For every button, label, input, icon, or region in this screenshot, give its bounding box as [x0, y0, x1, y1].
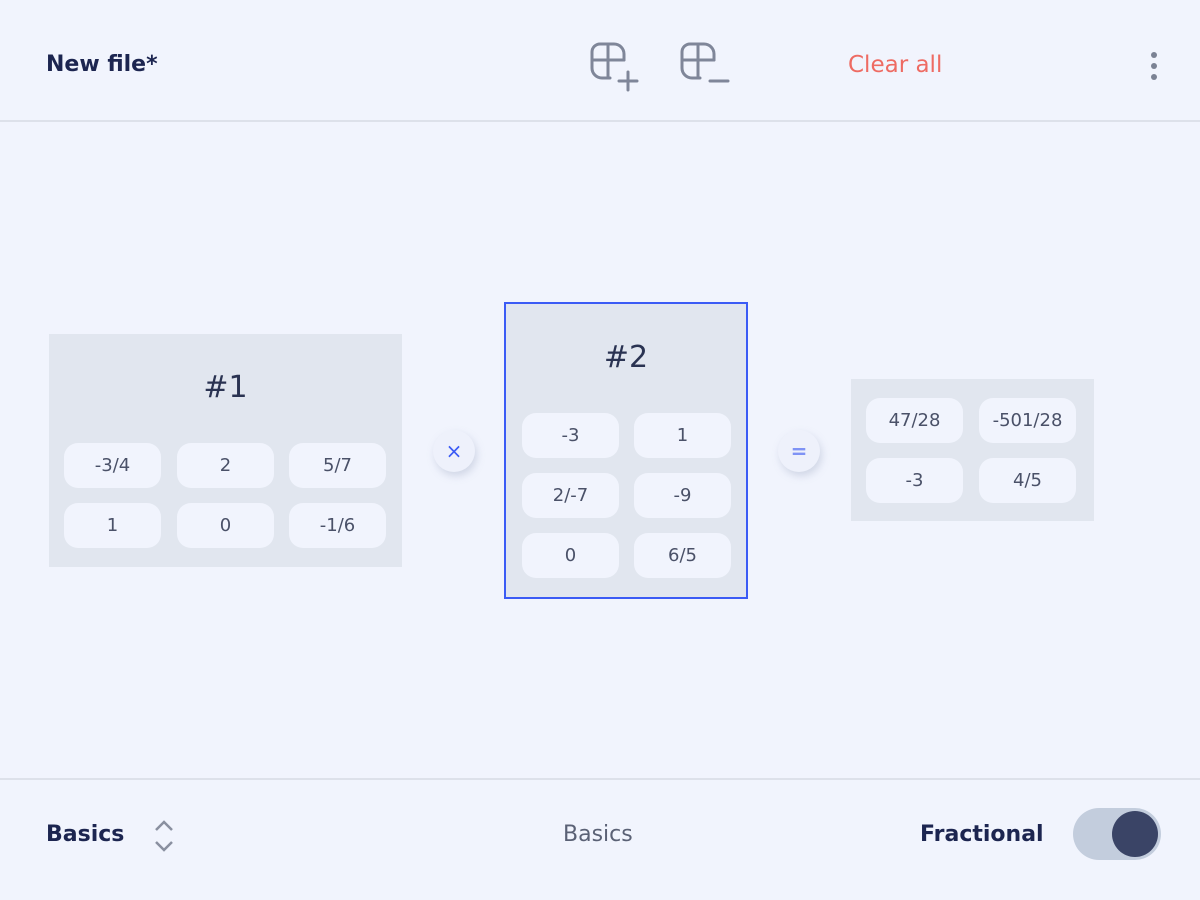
matrix-cell[interactable]: 1 [634, 413, 731, 458]
chevron-up-down-icon[interactable] [152, 818, 176, 854]
remove-matrix-button[interactable] [678, 40, 732, 94]
matrix-cell[interactable]: 2 [177, 443, 274, 488]
result-cell: 4/5 [979, 458, 1076, 503]
matrix-label: #2 [603, 340, 649, 375]
matrix-cell[interactable]: 6/5 [634, 533, 731, 578]
matrix-label: #1 [203, 370, 248, 405]
grid-minus-icon [680, 42, 730, 83]
bottom-bar: Basics Basics Fractional [0, 778, 1200, 900]
mode-select[interactable]: Basics [46, 822, 125, 847]
matrix-2[interactable]: #2 -3 1 2/-7 -9 0 6/5 [504, 302, 748, 599]
fractional-toggle[interactable] [1073, 808, 1161, 860]
clear-all-button[interactable]: Clear all [848, 52, 943, 78]
equals-button[interactable]: = [778, 430, 820, 472]
matrix-cell[interactable]: -3 [522, 413, 619, 458]
matrix-1[interactable]: #1 -3/4 2 5/7 1 0 -1/6 [49, 334, 402, 567]
matrix-cell[interactable]: 0 [177, 503, 274, 548]
result-matrix: 47/28 -501/28 -3 4/5 [851, 379, 1094, 521]
matrix-cell[interactable]: -9 [634, 473, 731, 518]
matrix-cell[interactable]: 5/7 [289, 443, 386, 488]
result-cell: -3 [866, 458, 963, 503]
matrix-cell[interactable]: 1 [64, 503, 161, 548]
file-title: New file* [46, 52, 158, 77]
matrix-cell[interactable]: 0 [522, 533, 619, 578]
top-bar: New file* Clear all [0, 0, 1200, 122]
mode-label: Basics [563, 822, 633, 847]
multiply-operator-button[interactable]: × [433, 430, 475, 472]
add-matrix-button[interactable] [588, 40, 642, 94]
more-vertical-icon[interactable] [1146, 52, 1162, 86]
fractional-label: Fractional [920, 822, 1044, 847]
matrix-cell[interactable]: 2/-7 [522, 473, 619, 518]
toggle-knob [1112, 811, 1158, 857]
result-cell: 47/28 [866, 398, 963, 443]
matrix-cell[interactable]: -3/4 [64, 443, 161, 488]
grid-plus-icon [590, 42, 639, 92]
matrix-cell[interactable]: -1/6 [289, 503, 386, 548]
result-cell: -501/28 [979, 398, 1076, 443]
